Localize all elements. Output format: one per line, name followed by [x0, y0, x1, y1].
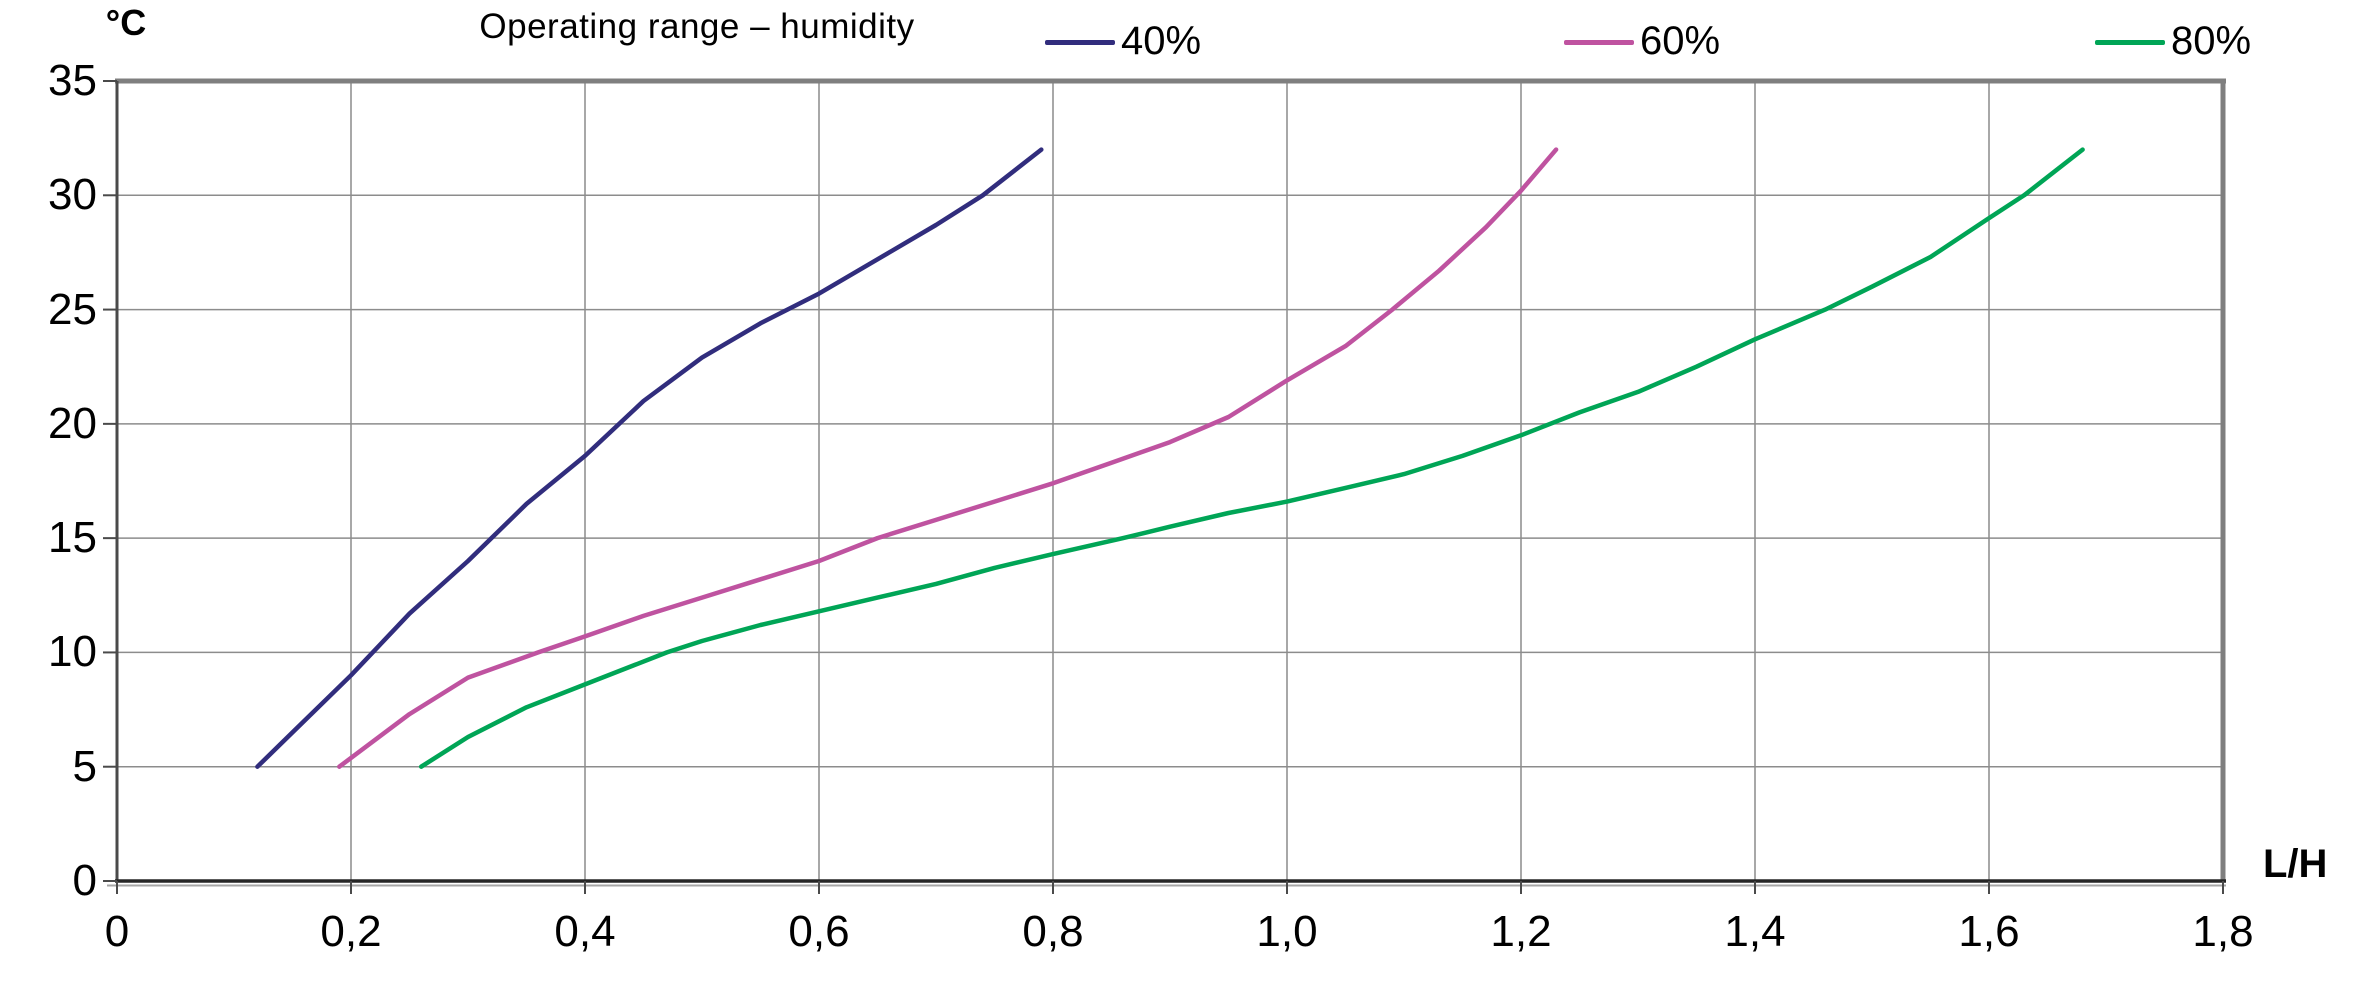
x-tick-label: 0,8 [1022, 907, 1084, 956]
x-tick-label: 1,0 [1256, 907, 1318, 956]
y-tick-label: 10 [48, 627, 97, 677]
curve-60% [337, 147, 1559, 769]
y-tick-label: 5 [72, 741, 97, 791]
x-tick-label: 0,6 [788, 907, 850, 956]
y-axis-unit-label: °C [105, 2, 147, 43]
legend-label: 60% [1640, 19, 1721, 63]
y-tick-label: 25 [48, 284, 97, 334]
legend-swatch-80% [2095, 40, 2165, 45]
y-tick-label: 20 [48, 398, 97, 448]
y-tick-label: 0 [72, 856, 97, 905]
legend-swatch-60% [1564, 40, 1634, 45]
chart-title: Operating range – humidity [479, 7, 915, 46]
y-tick-label: 35 [48, 56, 97, 105]
x-tick-label: 1,4 [1724, 907, 1786, 956]
y-tick-label: 15 [48, 513, 97, 563]
legend-swatch-40% [1045, 40, 1115, 45]
x-tick-label: 0,2 [320, 907, 382, 956]
legend-label: 80% [2171, 19, 2252, 63]
x-tick-label: 1,8 [2192, 907, 2254, 956]
curve-40% [255, 147, 1044, 769]
x-tick-label: 0 [104, 907, 130, 956]
x-tick-label: 1,6 [1958, 907, 2020, 956]
x-axis-unit-label: L/H [2263, 842, 2328, 886]
legend-label: 40% [1121, 19, 1202, 63]
x-tick-label: 0,4 [554, 907, 616, 956]
curve-80% [418, 147, 2085, 769]
x-tick-label: 1,2 [1490, 907, 1552, 956]
y-tick-label: 30 [48, 170, 97, 220]
